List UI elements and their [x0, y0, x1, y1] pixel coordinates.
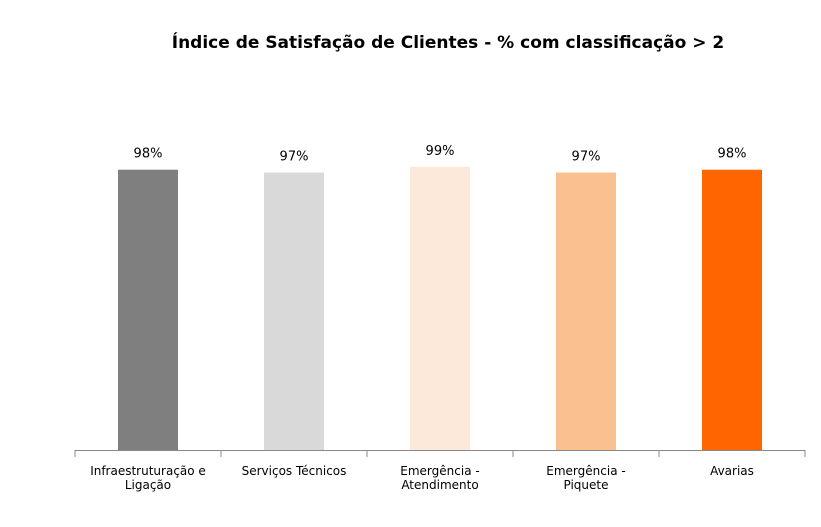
value-label: 98% [718, 147, 747, 162]
value-label: 97% [572, 150, 601, 165]
x-tick-label: Emergência - Atendimento [400, 464, 480, 492]
bar [556, 172, 616, 450]
bar [410, 166, 470, 451]
value-label: 97% [280, 150, 309, 165]
bar [264, 172, 324, 450]
chart-title: Índice de Satisfação de Clientes - % com… [172, 31, 724, 53]
bar [702, 169, 762, 450]
x-tick-label: Emergência - Piquete [546, 464, 626, 492]
value-label: 98% [134, 147, 163, 162]
bar [118, 169, 178, 450]
x-tick-label: Avarias [710, 464, 754, 478]
x-tick-label: Infraestruturação e Ligação [90, 464, 206, 492]
value-label: 99% [426, 144, 455, 159]
x-tick-label: Serviços Técnicos [241, 464, 347, 478]
